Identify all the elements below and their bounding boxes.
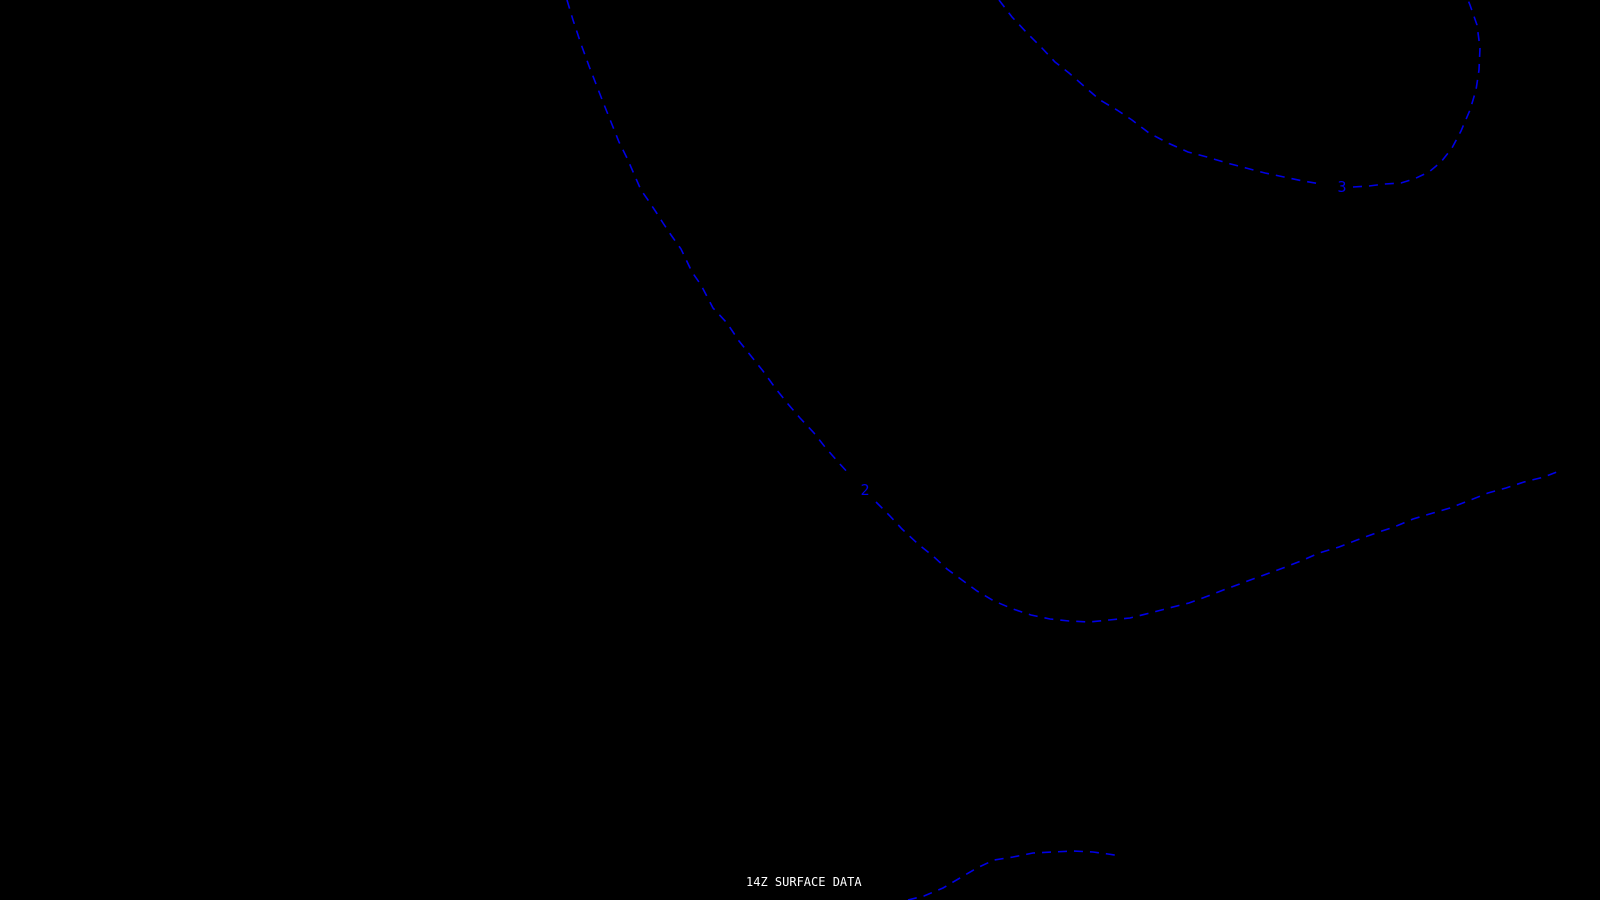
- contour-line-3-seg1: [1352, 0, 1481, 188]
- map-title: 14Z SURFACE DATA: [746, 875, 862, 889]
- contour-line-unlabeled-seg0: [907, 850, 1122, 900]
- contour-label-2: 2: [860, 481, 869, 499]
- contour-label-3: 3: [1337, 178, 1346, 196]
- contour-line-3-seg0: [998, 0, 1322, 185]
- contour-line-2-seg1: [875, 469, 1563, 623]
- contour-line-2-seg0: [566, 0, 851, 476]
